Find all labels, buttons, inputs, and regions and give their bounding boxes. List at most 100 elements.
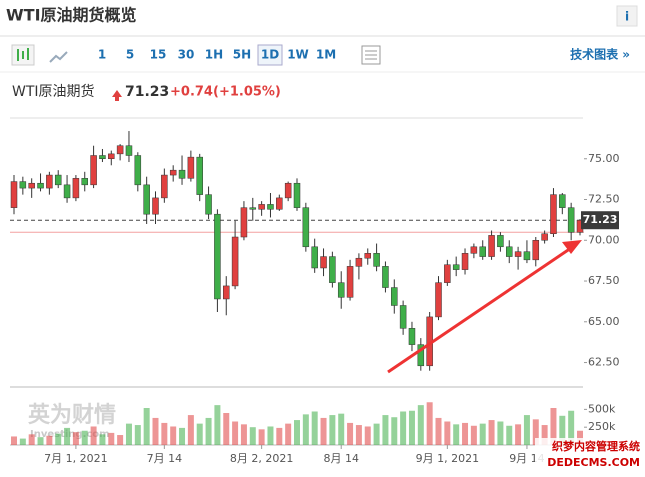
info-button[interactable] [616, 5, 638, 27]
candle-body [72, 178, 80, 199]
interval-button[interactable]: 1W [287, 48, 309, 62]
candle-body [320, 256, 327, 269]
interval-button[interactable]: 1 [98, 48, 106, 62]
interval-selected [257, 44, 283, 66]
candle-body [231, 236, 239, 287]
candle-body [196, 156, 203, 195]
candle-body [541, 233, 548, 241]
candle-body [337, 282, 345, 298]
area-icon[interactable] [49, 51, 68, 63]
candle-body [382, 266, 389, 288]
interval-button[interactable]: 1H [205, 48, 223, 62]
interval-button[interactable]: 30 [178, 48, 195, 62]
candle-body [10, 181, 18, 208]
candle-body [116, 145, 124, 155]
candle-body [28, 182, 35, 189]
candle-body [276, 197, 283, 210]
x-tick-label: 8月 14 [323, 452, 359, 465]
interval-button[interactable]: 1D [261, 48, 279, 62]
candle-body [355, 257, 363, 267]
candle-body [108, 153, 115, 160]
interval-button[interactable]: 5H [233, 48, 251, 62]
candle-body [54, 174, 62, 186]
candle-body [532, 240, 540, 261]
price: 71.23 [125, 84, 169, 100]
instrument-name: WTI原油期货 [12, 83, 95, 100]
candle-body [90, 155, 97, 186]
interval-button[interactable]: 15 [150, 48, 167, 62]
watermark: DEDECMS.COM [547, 456, 640, 469]
candle-body [391, 287, 398, 306]
volume-tick-label: 250k [588, 420, 616, 433]
candle-body [550, 194, 557, 235]
last-price-label: 71.23 [583, 213, 618, 226]
y-tick-label: 75.00 [588, 152, 620, 165]
volume-tick-label: 500k [588, 402, 616, 415]
candle-body [134, 155, 142, 186]
candle-body [514, 251, 522, 257]
x-tick-label: 8月 2, 2021 [230, 452, 293, 465]
plot: 62.50 65.00 67.50 70.00 72.50 75.00 250k 500k 7月… [10, 131, 620, 465]
candle-body [240, 207, 248, 238]
watermark-bg [535, 438, 645, 473]
y-tick-label: 65.00 [588, 315, 620, 328]
y-tick-label: 72.50 [588, 193, 620, 206]
candle-body [205, 194, 212, 215]
candle-body [293, 182, 301, 208]
x-tick-label: 7月 14 [147, 452, 183, 465]
candle-body [284, 182, 292, 199]
candle-body [187, 156, 195, 179]
candle-body [488, 235, 495, 257]
y-tick-label: 62.50 [588, 356, 620, 369]
candle-body [567, 207, 575, 233]
candle-body [258, 204, 265, 210]
change-pct: (+1.05%) [213, 85, 281, 100]
candle-body [46, 174, 53, 189]
candle-body [311, 246, 318, 269]
candle-body [452, 264, 460, 270]
y-tick-label: 70.00 [588, 233, 620, 246]
candle-body [470, 246, 478, 254]
candle-body [267, 204, 274, 210]
tech-chart-link[interactable]: 技术图表 » [570, 47, 630, 62]
candle-body [99, 155, 106, 160]
y-tick-label: 67.50 [588, 274, 620, 287]
candle-body [523, 251, 531, 261]
candle-body [178, 169, 186, 179]
candle-body [125, 145, 133, 156]
candle-body [214, 213, 221, 300]
candle-body [63, 184, 71, 199]
candle-body [223, 285, 230, 300]
candle-body [81, 178, 88, 186]
x-tick-label: 9月 1, 2021 [416, 452, 479, 465]
candle-body [143, 184, 150, 215]
candle-body [329, 256, 336, 283]
candle-body [364, 253, 371, 259]
widget-title: WTI原油期货概览 [6, 6, 137, 25]
candle-body [479, 246, 486, 257]
candle-body [559, 194, 566, 208]
candle-body [161, 174, 168, 199]
annotation-arrow [387, 244, 575, 374]
watermark: 英为财情 [28, 402, 116, 428]
candle-body [37, 182, 44, 189]
watermark: 织梦内容管理系统 [552, 439, 640, 453]
candle-body [506, 246, 513, 257]
candle-body [497, 235, 504, 248]
candle-icon [17, 48, 29, 61]
candle-body [169, 169, 177, 176]
up-arrow [112, 90, 122, 101]
change: +0.74 [170, 85, 213, 100]
interval-button[interactable]: 5 [126, 48, 134, 62]
x-tick-label: 7月 1, 2021 [44, 452, 107, 465]
candle-body [346, 266, 354, 298]
candle-body [373, 253, 380, 267]
candle-body [435, 282, 442, 318]
info-icon[interactable]: i [625, 10, 629, 24]
candle-body [417, 344, 425, 367]
candle-body [19, 181, 27, 189]
candle-body [408, 328, 416, 345]
interval-button[interactable]: 1M [316, 48, 336, 62]
candle-body [302, 207, 310, 248]
